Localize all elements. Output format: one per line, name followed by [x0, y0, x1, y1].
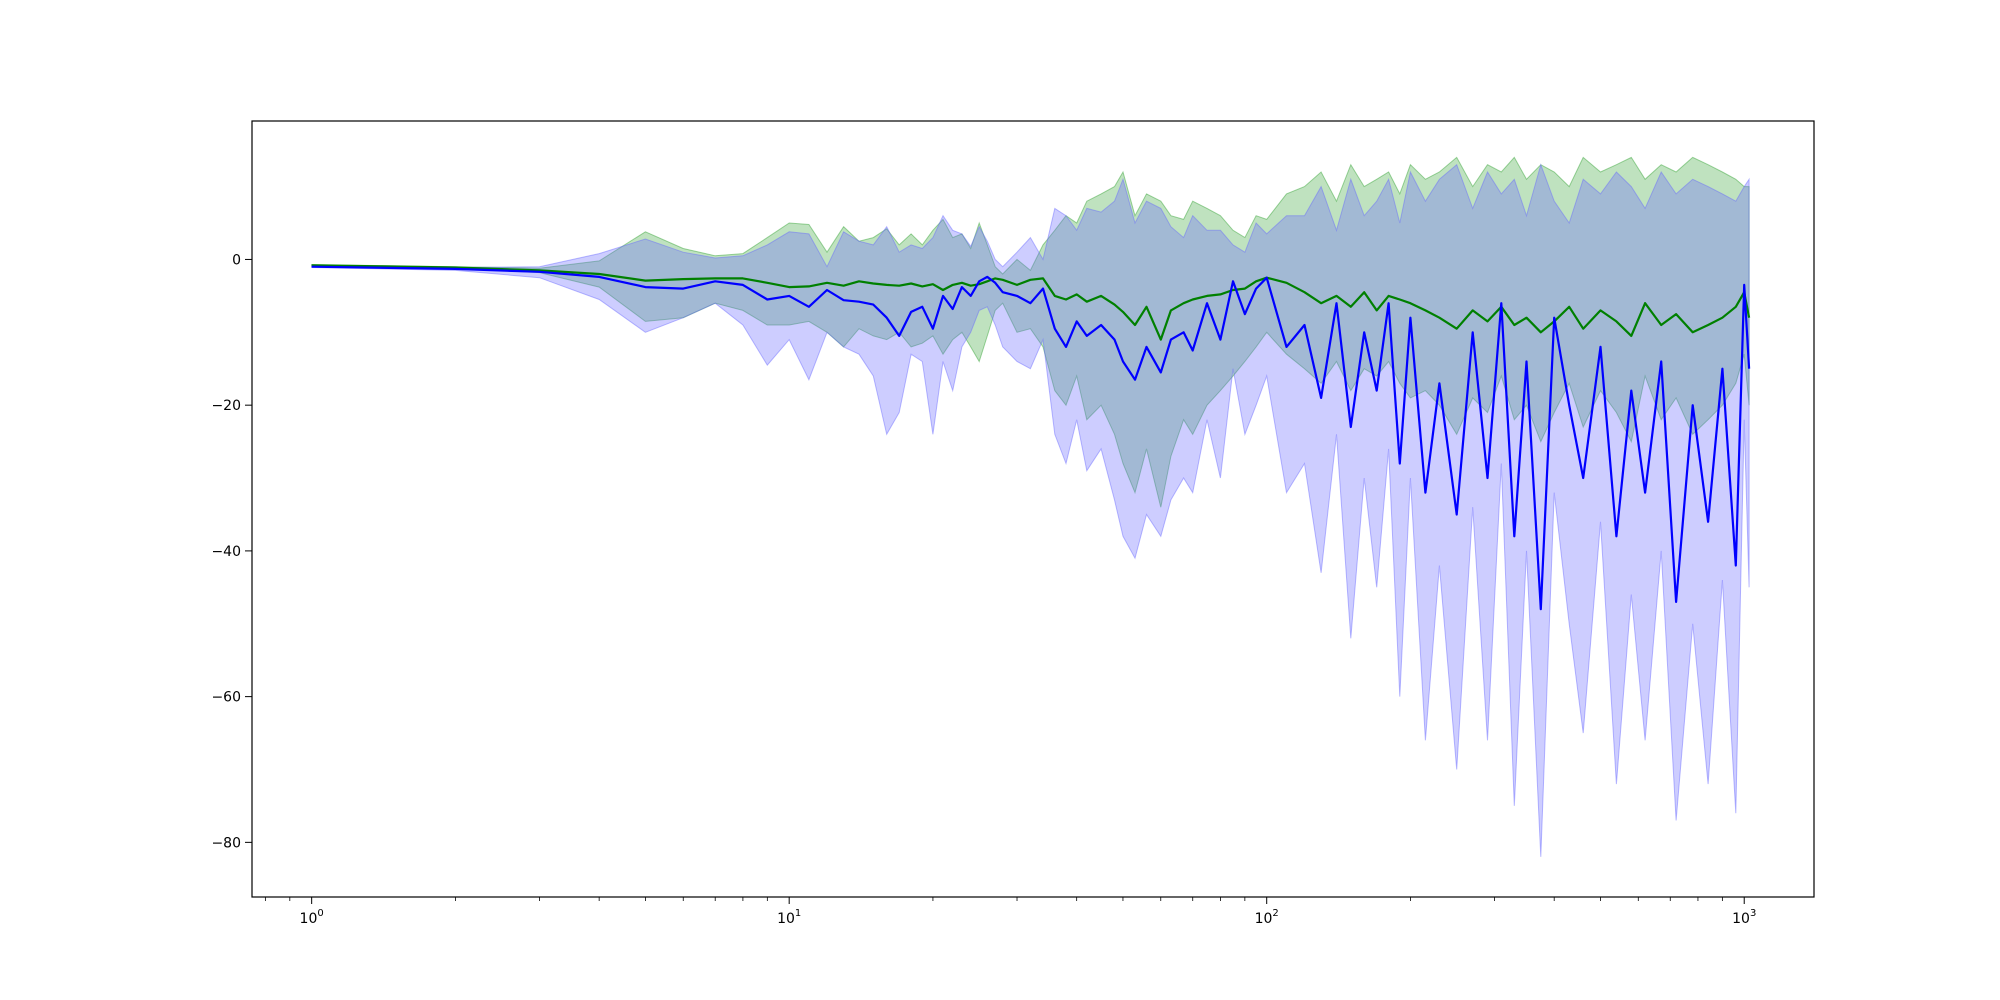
plot-area	[311, 156, 1751, 857]
y-tick-label: −20	[211, 398, 241, 414]
axes-frame	[251, 120, 1815, 898]
x-axis: 100 101 102 103	[264, 897, 1756, 927]
series-1-band	[311, 156, 1750, 508]
series-1-line	[311, 264, 1751, 341]
y-tick-label: −60	[211, 690, 241, 706]
y-tick-label: −80	[211, 835, 241, 851]
y-tick-label: −40	[211, 544, 241, 560]
series-2-line	[311, 265, 1751, 611]
y-axis: 0 −20 −40 −60 −80	[211, 252, 252, 851]
y-tick-label: 0	[232, 252, 241, 268]
x-tick-label: 103	[1732, 908, 1756, 927]
x-tick-label: 100	[300, 908, 324, 927]
x-tick-label: 102	[1255, 908, 1279, 927]
x-tick-label: 101	[777, 908, 801, 927]
series-2-band	[311, 163, 1750, 857]
